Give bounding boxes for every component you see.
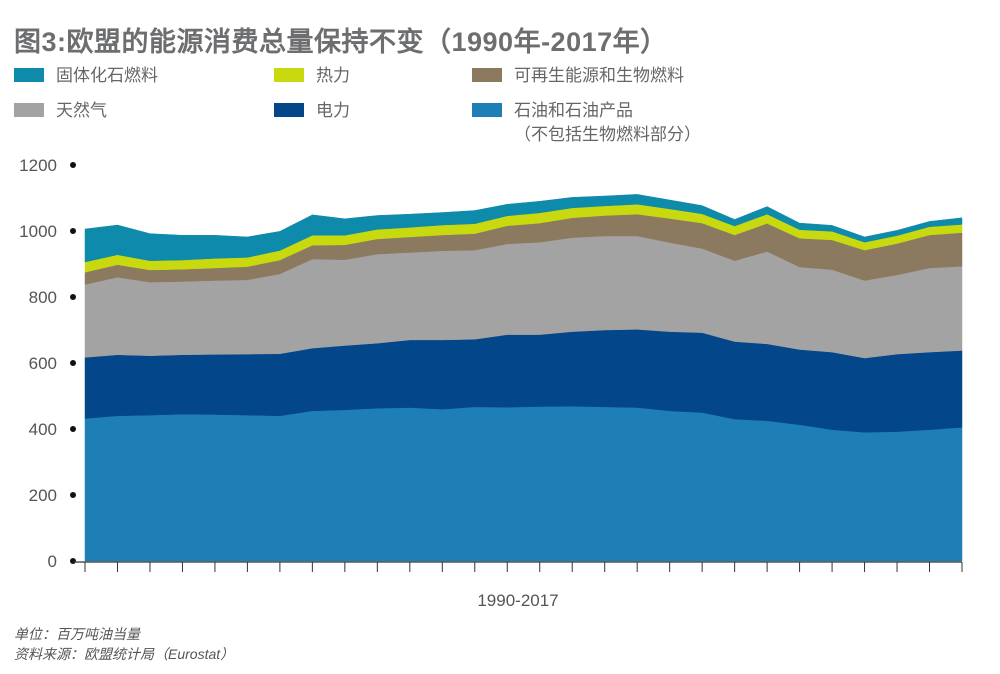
legend-item-solid-fossil: 固体化石燃料 [14, 64, 158, 88]
y-tick-dot [70, 360, 76, 366]
legend-swatch [14, 103, 44, 117]
legend-item-renewables: 可再生能源和生物燃料 [472, 64, 684, 88]
y-tick-dot [70, 162, 76, 168]
y-tick-dot [70, 228, 76, 234]
legend-label: 固体化石燃料 [56, 66, 158, 85]
x-axis-label: 1990-2017 [477, 591, 558, 610]
legend-swatch [472, 68, 502, 82]
legend-swatch [274, 103, 304, 117]
y-tick-label: 1000 [19, 222, 57, 241]
chart-title: 图3:欧盟的能源消费总量保持不变（1990年-2017年） [14, 27, 668, 57]
source-note: 资料来源：欧盟统计局（Eurostat） [14, 646, 235, 662]
legend-label-sub: （不包括生物燃料部分） [514, 125, 701, 144]
y-tick-label: 1200 [19, 156, 57, 175]
area-series-5 [84, 194, 963, 263]
legend-swatch [14, 68, 44, 82]
legend-item-heat: 热力 [274, 64, 350, 88]
legend-label: 石油和石油产品 [514, 101, 633, 120]
y-tick-dot [70, 426, 76, 432]
y-tick-label: 200 [29, 486, 57, 505]
legend-label: 热力 [316, 66, 350, 85]
y-tick-label: 800 [29, 288, 57, 307]
legend-swatch [472, 103, 502, 117]
areas [84, 194, 963, 562]
legend-label: 天然气 [56, 101, 107, 120]
y-tick-dot [70, 492, 76, 498]
y-tick-label: 0 [48, 552, 57, 571]
legend-swatch [274, 68, 304, 82]
y-tick-dot [70, 294, 76, 300]
unit-note: 单位：百万吨油当量 [14, 626, 140, 642]
legend-label: 可再生能源和生物燃料 [514, 66, 684, 85]
y-tick-label: 400 [29, 420, 57, 439]
y-axis: 0 200 400 600 800 1000 1200 [19, 156, 76, 571]
y-tick-dot [70, 558, 76, 564]
x-axis [73, 561, 963, 572]
legend-item-electricity: 电力 [274, 99, 350, 123]
legend-item-oil: 石油和石油产品 （不包括生物燃料部分） [472, 99, 701, 147]
legend-item-natural-gas: 天然气 [14, 99, 107, 123]
legend-label: 电力 [316, 101, 350, 120]
y-tick-label: 600 [29, 354, 57, 373]
